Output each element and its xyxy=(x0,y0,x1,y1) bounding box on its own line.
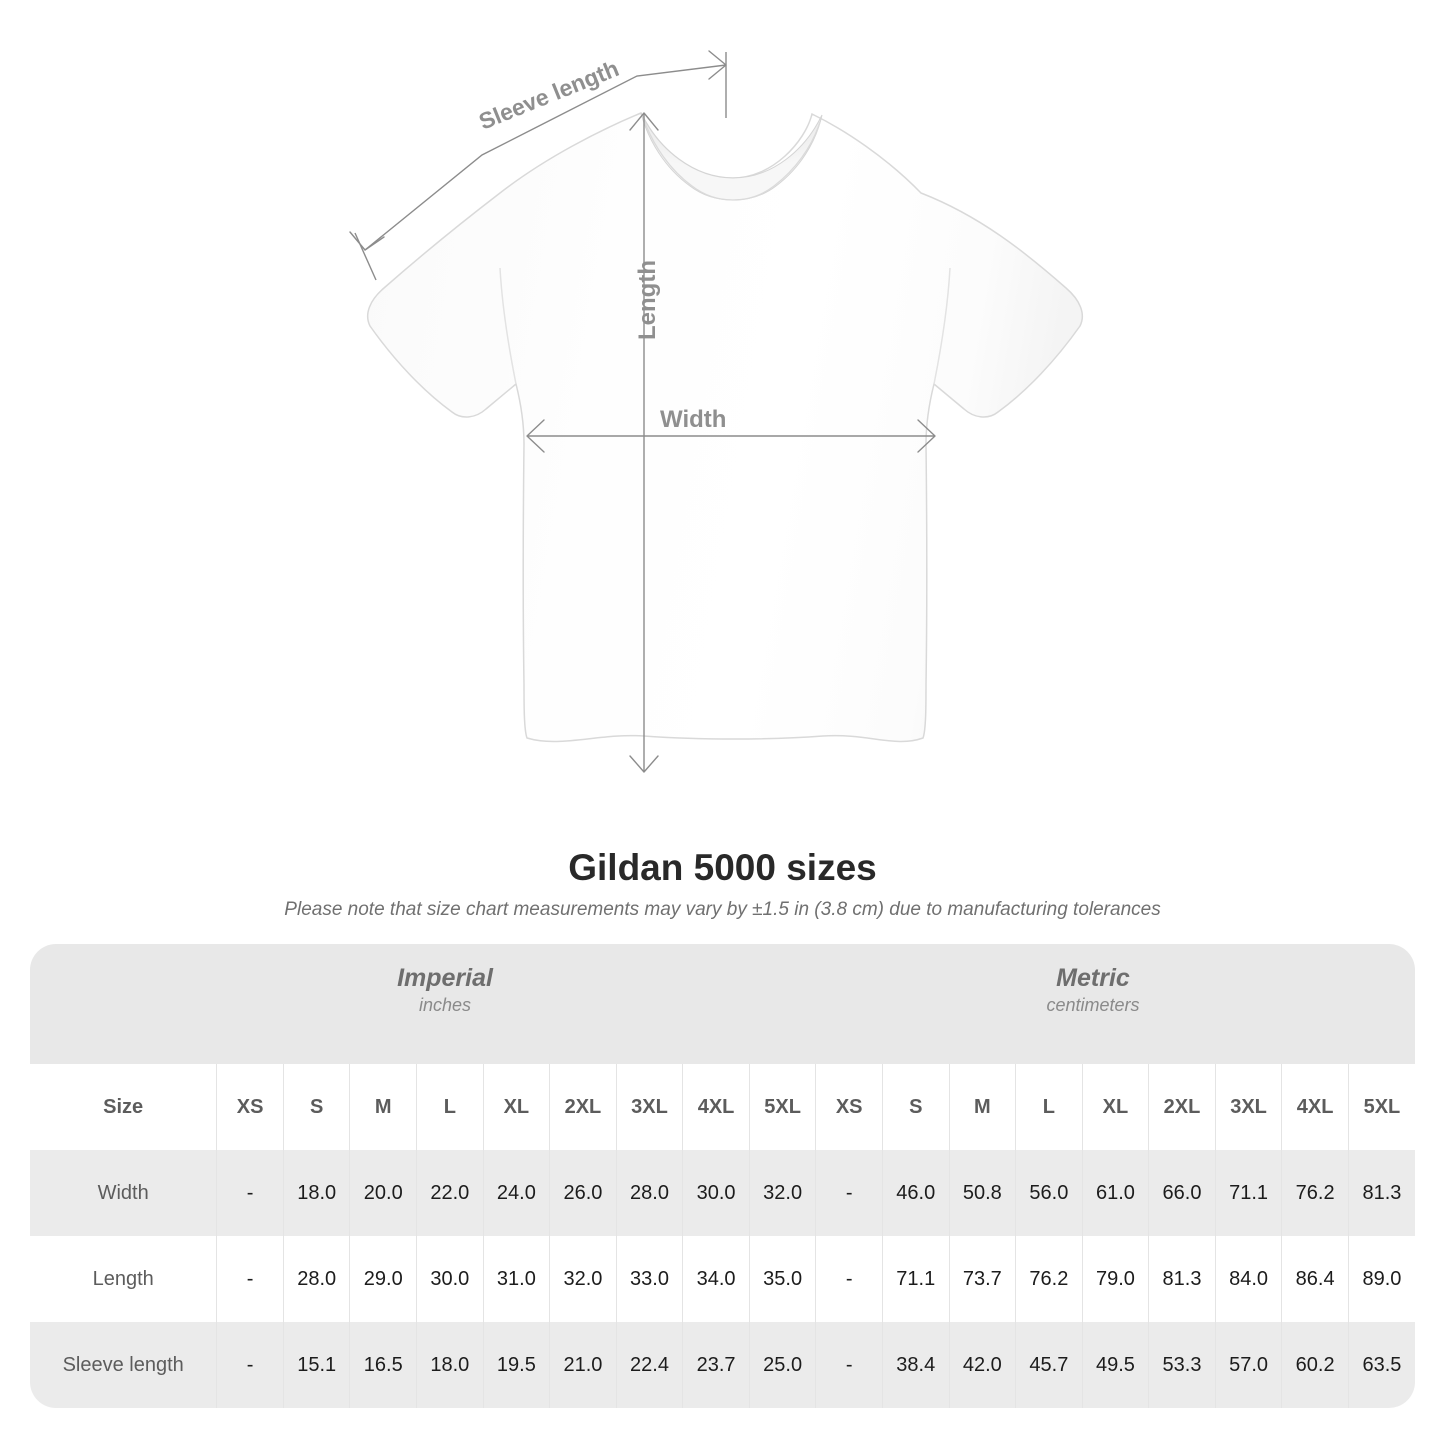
svg-text:Width: Width xyxy=(660,406,726,433)
svg-text:Length: Length xyxy=(634,260,661,340)
